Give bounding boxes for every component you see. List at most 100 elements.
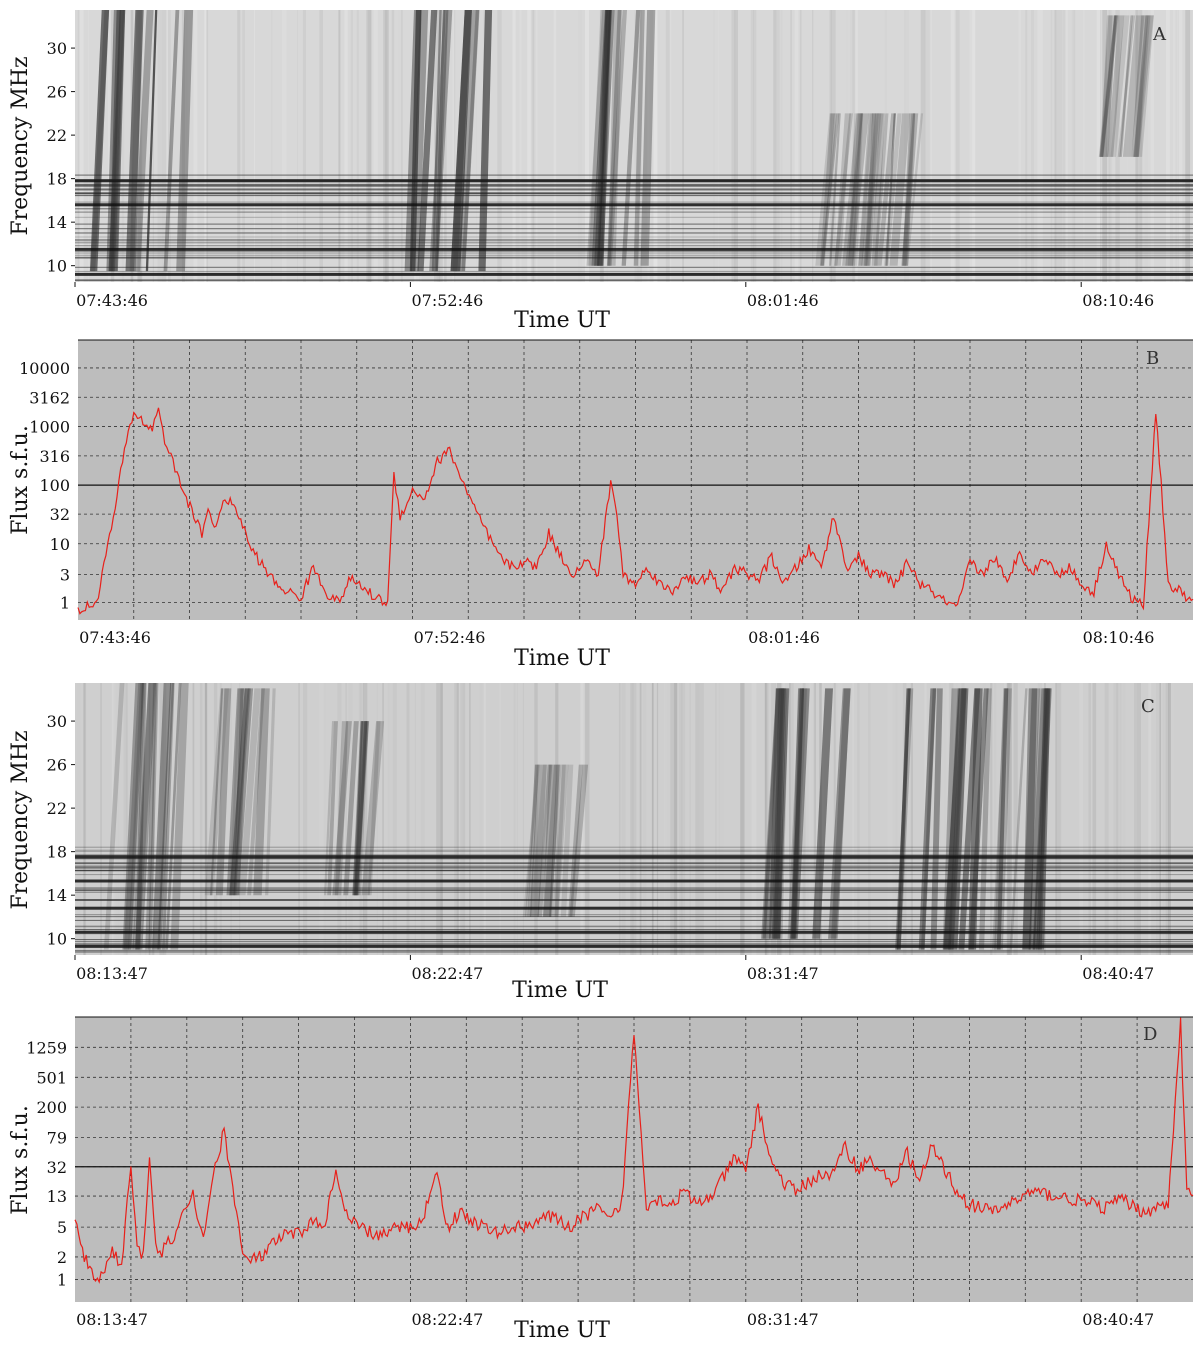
panel-c-y-tick-label: 22 xyxy=(47,799,67,818)
panel-a-background-streak xyxy=(443,10,447,282)
panel-c-background-streak xyxy=(436,683,440,955)
panel-c-background-streak xyxy=(376,683,378,955)
panel-c-noise-line xyxy=(75,858,1193,860)
panel-c-background-streak xyxy=(126,683,132,955)
panel-c-background-streak xyxy=(1088,683,1091,955)
panel-c-noise-line xyxy=(75,939,1193,941)
panel-c-noise-line xyxy=(75,868,1193,870)
panel-a-background-streak xyxy=(776,10,780,282)
panel-c-burst-6-stripe xyxy=(1038,688,1051,950)
panel-a-background-streak xyxy=(534,10,538,282)
panel-c-interference-band xyxy=(75,944,1193,948)
panel-a-noise-line xyxy=(75,240,1193,242)
panel-b-x-axis-label: Time UT xyxy=(514,646,610,671)
panel-c-burst-1-stripe xyxy=(265,688,276,896)
panel-c-background-streak xyxy=(783,683,785,955)
panel-c-background-streak xyxy=(83,683,86,955)
panel-a-background-streak xyxy=(734,10,738,282)
panel-c-burst-2-stripe xyxy=(367,721,381,896)
panel-b-y-tick-label: 100 xyxy=(39,476,70,495)
panel-c-burst-6-stripe xyxy=(1036,688,1050,950)
panel-c-background-streak xyxy=(670,683,675,955)
panel-c-background-streak xyxy=(454,683,459,955)
panel-c-burst-5-stripe xyxy=(968,688,989,950)
panel-c-burst-6-stripe xyxy=(1028,688,1048,950)
panel-d-y-tick-label: 79 xyxy=(47,1128,67,1147)
panel-a-burst-5-stripe xyxy=(1099,15,1118,157)
panel-a-x-tick-label: 07:43:46 xyxy=(76,291,148,310)
panel-a-noise-line xyxy=(75,211,1193,213)
panel-a-noise-line xyxy=(75,189,1193,191)
panel-c-background-streak xyxy=(534,683,538,955)
panel-a-noise-line xyxy=(75,223,1193,225)
panel-a-background-streak xyxy=(1150,10,1154,282)
panel-c-noise-line xyxy=(75,916,1193,918)
panel-a-burst-2-stripe xyxy=(607,10,623,266)
panel-c-burst-0-stripe xyxy=(132,683,156,950)
panel-c-burst-0-stripe xyxy=(170,683,189,950)
panel-c-background-streak xyxy=(764,683,767,955)
panel-d-flux-series-line xyxy=(74,1017,1194,1284)
panel-c-burst-1-stripe xyxy=(239,688,261,896)
panel-c-background-streak xyxy=(1170,683,1174,955)
panel-a-noise-line xyxy=(75,195,1193,197)
panel-d-flux-plot: 1259 501 200 79 32 13 5 2 1 08:13:47 08:22:47 08:3… xyxy=(8,1016,1194,1343)
panel-c-background-streak xyxy=(192,683,195,955)
panel-a-background-streak xyxy=(253,10,255,282)
panel-a-background-streak xyxy=(827,10,829,282)
panel-c-background-streak xyxy=(456,683,459,955)
panel-c-background-streak xyxy=(656,683,659,955)
panel-a-background-streak xyxy=(920,10,926,282)
panel-c-background-streak xyxy=(137,683,141,955)
panel-a-background-streak xyxy=(1108,10,1110,282)
panel-a-background-streak xyxy=(1025,10,1027,282)
panel-a-background-streak xyxy=(855,10,858,282)
panel-c-burst-6-stripe xyxy=(996,688,1009,950)
panel-c-x-tick-label: 08:31:47 xyxy=(747,964,819,983)
panel-a-burst-2-stripe xyxy=(598,10,612,266)
panel-c-background-streak xyxy=(361,683,364,955)
panel-c-burst-5-stripe xyxy=(942,688,960,950)
panel-c-y-tick-label: 26 xyxy=(47,756,67,775)
panel-c-noise-line xyxy=(75,850,1193,852)
panel-a-background-streak xyxy=(271,10,273,282)
panel-a-background-streak xyxy=(391,10,395,282)
panel-c-background-streak xyxy=(348,683,353,955)
panel-c-background-streak xyxy=(382,683,384,955)
panel-a-burst-2-stripe xyxy=(597,10,612,266)
panel-a-background-streak xyxy=(108,10,111,282)
panel-a-background-streak xyxy=(905,10,909,282)
panel-a-noise-line xyxy=(75,266,1193,268)
panel-a-noise-line xyxy=(75,179,1193,181)
panel-c-noise-line xyxy=(75,866,1193,868)
panel-c-background-streak xyxy=(1079,683,1083,955)
panel-a-burst-5-stripe xyxy=(1105,15,1117,157)
panel-c-background-streak xyxy=(111,683,116,955)
panel-a-burst-2-stripe xyxy=(621,10,641,266)
panel-c-burst-3-stripe xyxy=(530,764,551,917)
panel-c-background-streak xyxy=(618,683,621,955)
panel-a-background-streak xyxy=(1057,10,1063,282)
panel-c-noise-line xyxy=(75,942,1193,944)
panel-c-burst-5-stripe xyxy=(918,688,936,950)
panel-c-background-streak xyxy=(1116,683,1119,955)
panel-a-background-streak xyxy=(924,10,930,282)
panel-b-y-tick-label: 3162 xyxy=(29,388,70,407)
panel-c-background-streak xyxy=(639,683,642,955)
panel-a-noise-line xyxy=(75,232,1193,234)
panel-c-burst-5-stripe xyxy=(897,688,914,950)
panel-a-background-streak xyxy=(167,10,171,282)
panel-c-burst-0-stripe xyxy=(134,683,157,950)
panel-d-y-axis-label: Flux s.f.u. xyxy=(8,1105,33,1215)
panel-c-noise-line xyxy=(75,862,1193,863)
panel-a-noise-line xyxy=(75,239,1193,241)
panel-c-background-streak xyxy=(153,683,155,955)
panel-c-burst-6-stripe xyxy=(1033,688,1051,950)
panel-c-background-streak xyxy=(941,683,944,955)
panel-c-noise-line xyxy=(75,933,1193,935)
panel-c-burst-6-stripe xyxy=(1028,688,1046,950)
panel-c-background-streak xyxy=(392,683,397,955)
panel-a-background-streak xyxy=(1142,10,1144,282)
panel-a-noise-line xyxy=(75,216,1193,218)
panel-c-burst-2-stripe xyxy=(327,721,338,896)
